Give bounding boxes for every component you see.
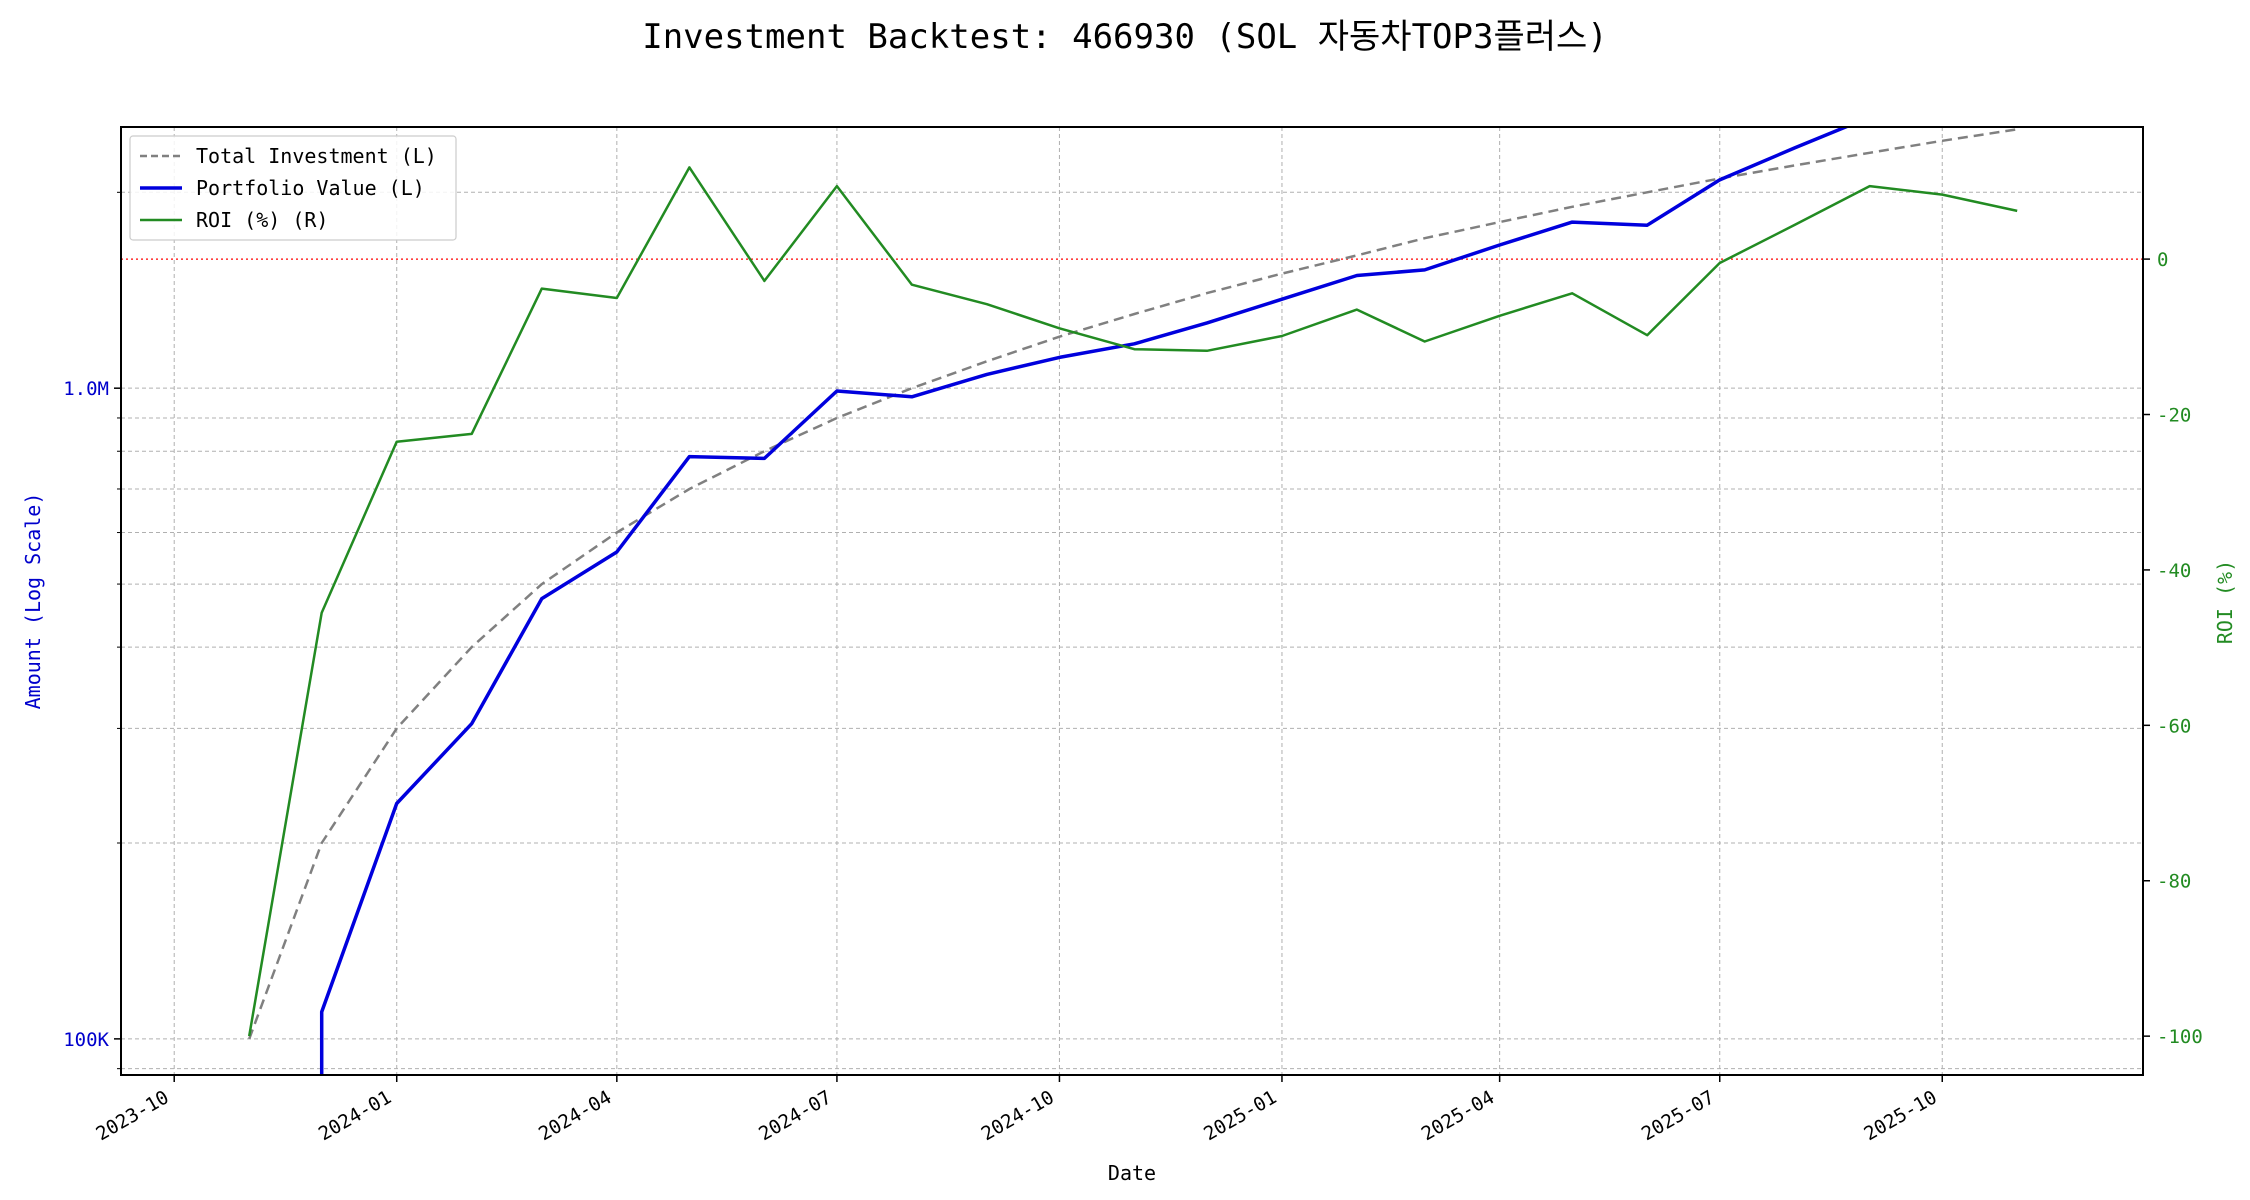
right-tick-label: 0 [2157,249,2168,271]
roi-line [247,166,2018,1037]
plot-frame [120,126,2144,1076]
portfolio-value-line [319,127,1851,1075]
left-tick-label: 1.0M [63,378,109,400]
right-tick-label: -20 [2157,405,2191,427]
x-axis-label: Date [1108,1161,1156,1185]
right-tick-label: -60 [2157,715,2191,737]
left-axis-label: Amount (Log Scale) [21,493,45,710]
legend-label: Portfolio Value (L) [196,176,425,200]
series-layer [247,127,2018,1075]
legend-box [129,135,457,241]
right-tick-label: -40 [2157,560,2191,582]
grid-layer [121,127,2143,1075]
left-tick-label: 100K [63,1029,109,1051]
legend: Total Investment (L) Portfolio Value (L) R… [129,135,457,241]
chart-title: Investment Backtest: 466930 (SOL 자동차TOP3… [642,17,1608,57]
right-tick-label: -100 [2157,1026,2203,1048]
right-axis-label: ROI (%) [2213,560,2237,644]
right-tick-label: -80 [2157,871,2191,893]
total-investment-line [248,128,2018,1040]
legend-label: Total Investment (L) [196,144,437,168]
legend-label: ROI (%) (R) [196,208,328,232]
